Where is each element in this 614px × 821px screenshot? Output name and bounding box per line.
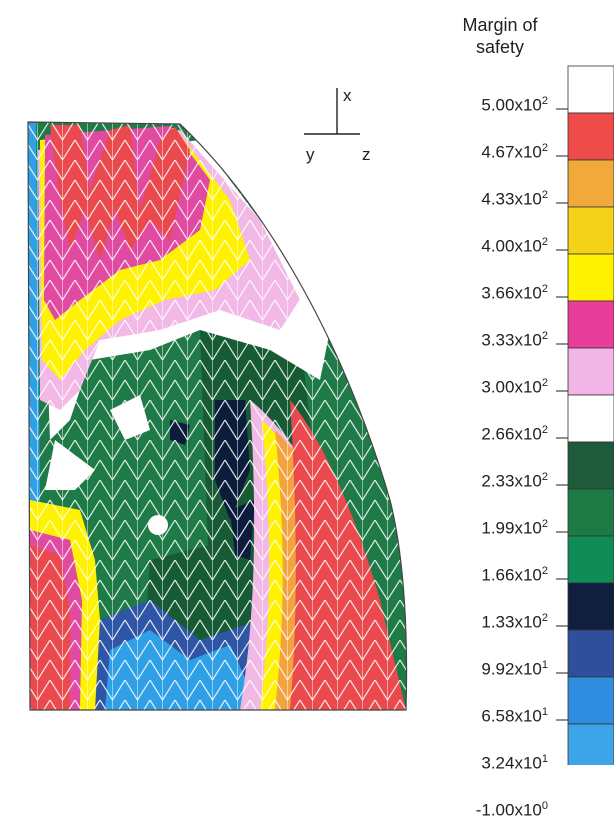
legend-label: 3.00x102 [481, 377, 548, 398]
legend-label: 2.66x102 [481, 424, 548, 445]
legend-label-mantissa: 4.33x10 [481, 189, 542, 209]
legend-label-exponent: 2 [541, 95, 548, 107]
legend-swatch [567, 253, 614, 302]
legend-label: 9.92x101 [481, 659, 548, 680]
axis-label-z: z [362, 145, 371, 164]
legend-label-mantissa: 3.24x10 [481, 753, 542, 773]
legend-label-mantissa: 1.33x10 [481, 612, 542, 632]
legend-label-exponent: 2 [541, 283, 548, 295]
legend-label: 3.66x102 [481, 283, 548, 304]
legend-label-exponent: 1 [541, 753, 548, 765]
legend-swatch [567, 629, 614, 678]
legend-swatch [567, 206, 614, 255]
legend-label: 3.33x102 [481, 330, 548, 351]
legend-swatch [567, 159, 614, 208]
legend-title: Margin of safety [440, 14, 560, 58]
legend-label-mantissa: 3.00x10 [481, 377, 542, 397]
legend-label-mantissa: 4.67x10 [481, 142, 542, 162]
legend-label: 5.00x102 [481, 95, 548, 116]
legend-label-exponent: 1 [541, 659, 548, 671]
legend-label-exponent: 0 [541, 800, 548, 812]
legend-label: -1.00x100 [476, 800, 548, 821]
legend-label-mantissa: 9.92x10 [481, 659, 542, 679]
legend-label: 4.33x102 [481, 189, 548, 210]
axis-triad [304, 88, 360, 135]
legend-title-line2: safety [475, 37, 525, 57]
legend-label-exponent: 2 [541, 142, 548, 154]
legend-swatch [567, 394, 614, 443]
legend-label-exponent: 2 [541, 471, 548, 483]
legend-label-mantissa: 3.33x10 [481, 330, 542, 350]
wing-outline [27, 121, 408, 711]
legend-label-mantissa: 5.00x10 [481, 95, 542, 115]
legend-swatch [567, 676, 614, 725]
legend-label-mantissa: 2.33x10 [481, 471, 542, 491]
legend-label-exponent: 1 [541, 706, 548, 718]
legend-label: 4.67x102 [481, 142, 548, 163]
legend-swatch [567, 300, 614, 349]
legend-swatch [567, 582, 614, 631]
legend-label-exponent: 2 [541, 377, 548, 389]
legend-label-exponent: 2 [541, 424, 548, 436]
legend-label-exponent: 2 [541, 518, 548, 530]
legend-swatch [567, 535, 614, 584]
legend-label-exponent: 2 [541, 236, 548, 248]
legend-label: 1.66x102 [481, 565, 548, 586]
legend-title-line1: Margin of [462, 15, 538, 35]
legend-label-exponent: 2 [541, 612, 548, 624]
legend-label-mantissa: 1.66x10 [481, 565, 542, 585]
legend-swatch [567, 723, 614, 765]
legend-label-mantissa: 2.66x10 [481, 424, 542, 444]
legend-label-mantissa: 6.58x10 [481, 706, 542, 726]
legend-label-mantissa: 4.00x10 [481, 236, 542, 256]
axis-label-y: y [306, 145, 315, 164]
legend-label: 4.00x102 [481, 236, 548, 257]
legend-label-mantissa: -1.00x10 [475, 800, 542, 820]
legend-label-exponent: 2 [541, 189, 548, 201]
legend-swatch [567, 488, 614, 537]
legend-label-exponent: 2 [541, 330, 548, 342]
legend-label: 6.58x101 [481, 706, 548, 727]
legend-label-exponent: 2 [541, 565, 548, 577]
legend-swatch [567, 441, 614, 490]
legend-swatch [567, 112, 614, 161]
legend-label: 2.33x102 [481, 471, 548, 492]
legend-label: 1.33x102 [481, 612, 548, 633]
axis-label-x: x [343, 86, 352, 105]
wing-contour-plot [28, 122, 407, 710]
legend-color-bar [556, 65, 614, 765]
legend-label-mantissa: 1.99x10 [481, 518, 542, 538]
legend-label: 1.99x102 [481, 518, 548, 539]
legend-swatch [567, 65, 614, 114]
legend-swatch [567, 347, 614, 396]
legend-label: 3.24x101 [481, 753, 548, 774]
contour-figure [27, 65, 614, 765]
legend-label-mantissa: 3.66x10 [481, 283, 542, 303]
